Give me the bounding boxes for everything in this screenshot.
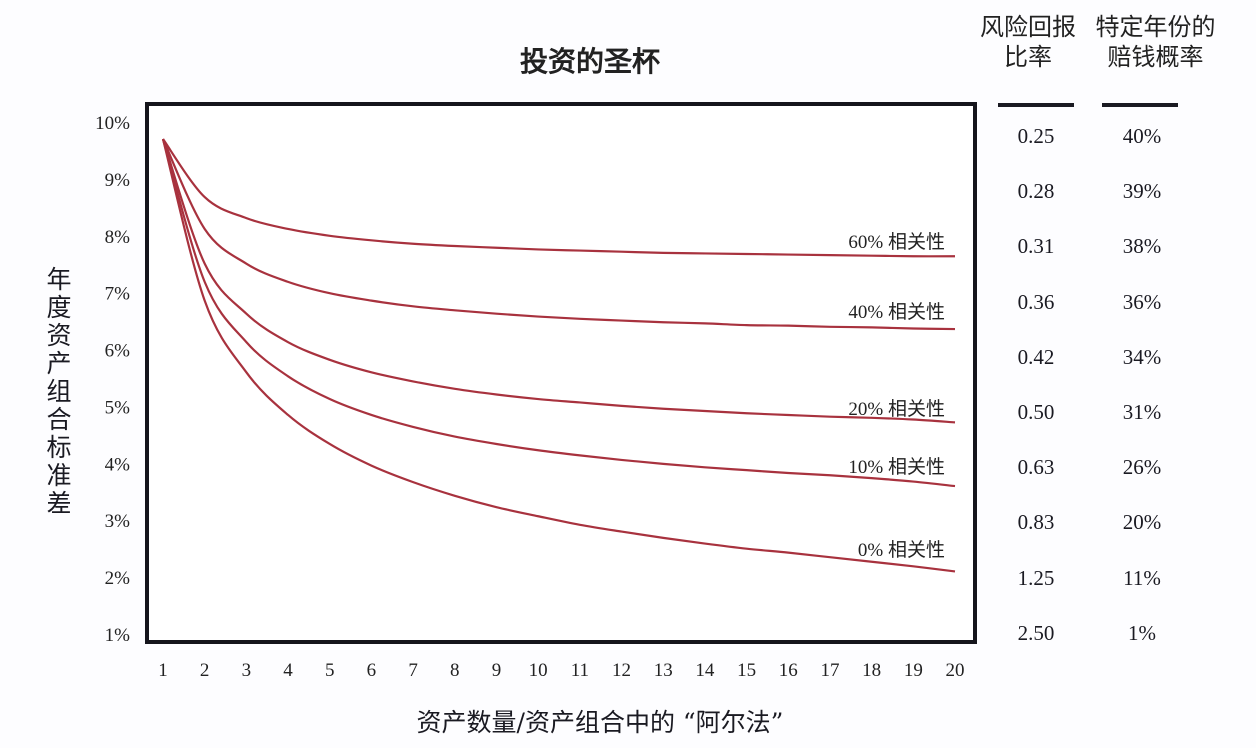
table-cell: 20% [1122,510,1162,535]
table-cell: 0.63 [1017,455,1055,480]
series-label: 0% 相关性 [858,539,945,561]
table-cell: 0.83 [1017,510,1055,535]
series-label: 20% 相关性 [848,398,945,420]
y-tick-label: 4% [105,454,131,475]
y-tick-label: 5% [105,397,131,418]
table-cell: 0.31 [1017,234,1055,259]
x-tick-label: 18 [862,660,881,681]
series-line [161,138,956,573]
table-cell: 2.50 [1017,620,1055,645]
table-cell: 1.25 [1017,565,1055,590]
header-line: 风险回报 [980,13,1076,41]
x-tick-label: 16 [779,660,798,681]
y-tick-label: 3% [105,511,131,532]
header-line: 特定年份的 [1095,13,1216,41]
table-cell: 26% [1122,455,1162,480]
table-cell: 36% [1122,289,1162,314]
x-tick-label: 17 [820,660,839,681]
x-tick-label: 6 [367,660,377,681]
y-tick-label: 1% [105,625,131,646]
series-label: 10% 相关性 [848,456,945,478]
x-tick-label: 11 [571,660,589,681]
table-rule [998,103,1074,107]
x-tick-label: 20 [946,660,965,681]
table-cell: 0.42 [1017,344,1055,369]
series-label: 60% 相关性 [848,231,945,253]
table-cell: 40% [1122,124,1162,148]
y-tick-label: 2% [105,568,131,589]
y-tick-label: 7% [105,284,131,305]
header-line: 赔钱概率 [1107,43,1204,71]
y-tick-label: 8% [105,227,131,248]
y-tick-label: 6% [105,341,131,362]
table-header-loss-probability: 特定年份的 赔钱概率 [1083,12,1228,72]
series-line [162,138,956,258]
header-line: 比率 [1004,43,1052,71]
chart-title: 投资的圣杯 [519,45,660,78]
table-cell: 31% [1122,400,1162,424]
table-cell: 0.50 [1017,400,1055,424]
series-line [161,138,956,424]
y-tick-label: 9% [105,170,131,191]
table-cell: 34% [1122,344,1162,369]
y-axis-label: 年度资产组合标准差 [46,265,72,518]
table-cell: 39% [1122,179,1162,204]
x-tick-label: 12 [612,660,631,681]
x-tick-label: 1 [158,660,168,681]
x-tick-label: 3 [242,660,252,681]
series-line [161,138,956,488]
x-axis-label: 资产数量/资产组合中的 “阿尔法” [416,708,784,737]
table-cell: 0.36 [1017,289,1055,314]
x-tick-label: 15 [737,660,756,681]
series-line [162,138,956,331]
table-cell: 0.28 [1017,179,1055,204]
series-label: 40% 相关性 [848,301,945,323]
x-tick-label: 13 [654,660,673,681]
plot-frame [145,102,977,644]
x-tick-label: 7 [408,660,418,681]
table-cell: 38% [1122,234,1162,259]
x-tick-label: 2 [200,660,210,681]
x-tick-label: 19 [904,660,923,681]
table-cell: 11% [1123,565,1161,590]
table-cell: 1% [1128,620,1156,645]
x-tick-label: 10 [529,660,548,681]
x-tick-label: 4 [283,660,293,681]
x-tick-label: 5 [325,660,335,681]
x-tick-label: 8 [450,660,460,681]
table-rule [1102,103,1178,107]
y-tick-label: 10% [95,113,130,134]
table-cell: 0.25 [1017,124,1055,148]
table-header-risk-reward: 风险回报 比率 [968,12,1088,72]
x-tick-label: 9 [492,660,502,681]
x-tick-label: 14 [695,660,715,681]
